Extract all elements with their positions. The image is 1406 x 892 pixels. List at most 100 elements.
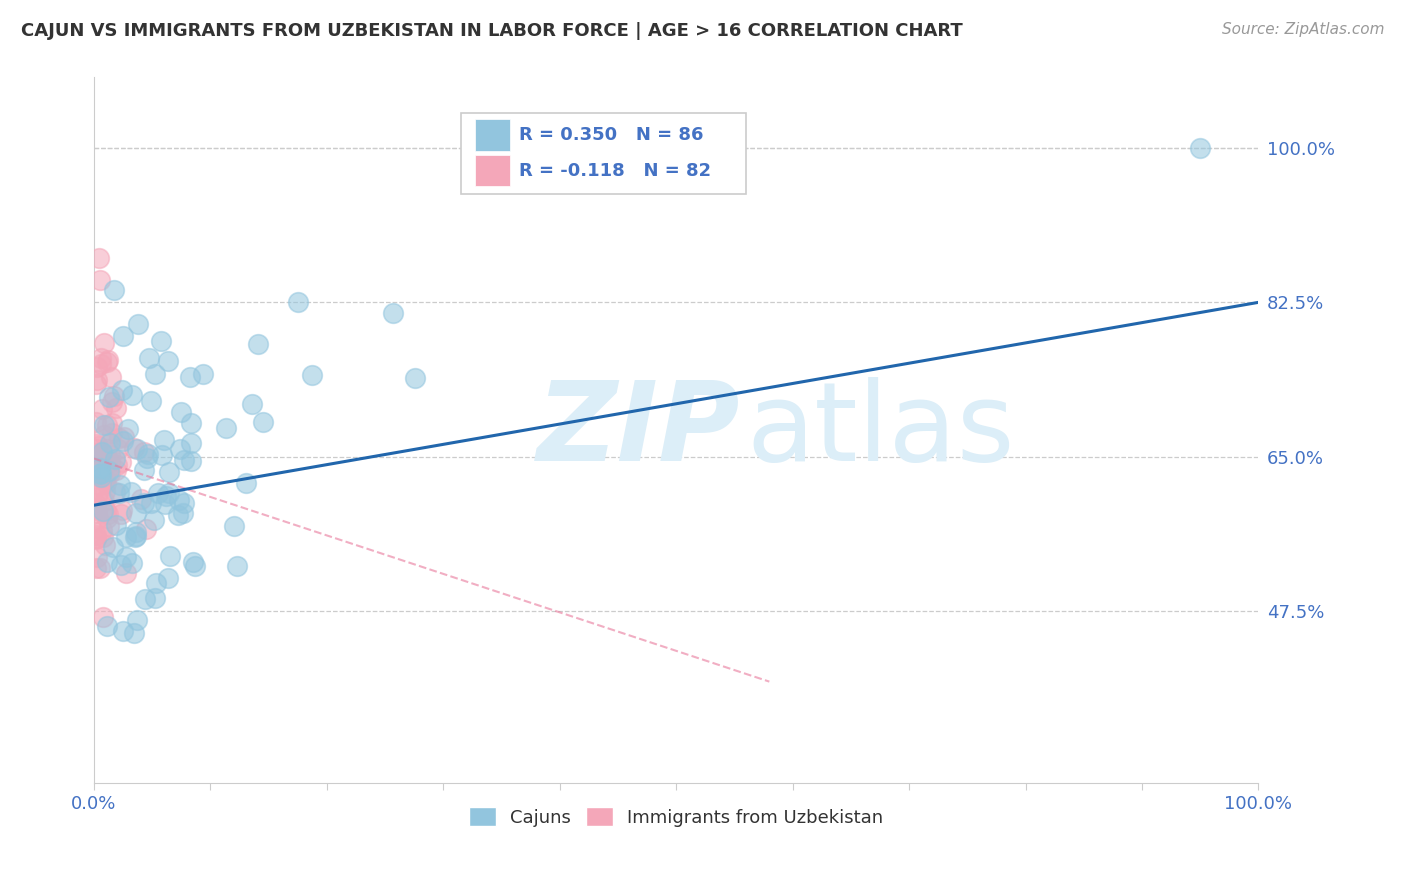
Point [110,478,132,492]
Point [104,518,127,533]
Point [143,591,166,605]
Point [86,360,108,375]
Point [167,492,190,507]
Point [112,430,135,444]
Point [172,506,194,520]
Point [86,462,108,476]
Point [96,355,118,369]
Point [111,383,134,397]
Point [86,446,108,460]
Point [149,334,172,348]
Point [103,389,125,403]
Point [89,469,111,483]
Point [98,436,121,450]
Point [180,417,202,431]
Point [246,337,269,351]
Point [143,367,166,381]
Point [111,329,134,343]
Point [84,533,107,547]
Point [136,447,159,461]
Point [179,370,201,384]
Text: ZIP: ZIP [537,376,740,483]
Point [111,434,134,449]
Point [97,390,120,404]
Text: atlas: atlas [747,376,1015,483]
Point [90,357,112,371]
Point [104,452,127,467]
Point [114,549,136,564]
Point [138,351,160,365]
Point [90,454,112,468]
Point [240,397,263,411]
Point [90,351,112,365]
Point [108,432,131,446]
Point [155,497,177,511]
Point [110,455,132,469]
Point [97,519,120,533]
Point [89,478,111,492]
Point [84,500,107,515]
Point [87,439,110,453]
Point [87,449,110,463]
Point [100,466,122,480]
Point [89,460,111,475]
Point [84,497,107,511]
Point [122,441,145,455]
Point [87,511,110,525]
Point [84,416,107,430]
Point [132,496,155,510]
Point [91,472,114,486]
Point [96,555,118,569]
Point [103,540,125,554]
Point [124,625,146,640]
Point [404,371,426,385]
Point [112,624,135,638]
Point [91,610,114,624]
Point [93,418,115,433]
Point [97,508,120,522]
Point [114,566,136,580]
FancyBboxPatch shape [475,120,509,151]
Point [125,442,148,456]
Point [97,462,120,476]
Point [124,525,146,540]
Point [91,530,114,544]
Point [110,507,132,521]
Point [98,448,121,462]
Point [252,415,274,429]
Point [94,483,117,498]
Point [125,529,148,543]
Point [94,538,117,552]
Point [84,561,107,575]
Point [84,377,107,392]
Point [84,456,107,470]
Point [97,352,120,367]
Text: R = 0.350   N = 86: R = 0.350 N = 86 [519,127,703,145]
Point [84,469,107,483]
Text: R = -0.118   N = 82: R = -0.118 N = 82 [519,161,711,179]
Point [127,317,149,331]
Point [96,442,118,456]
Point [135,450,157,465]
Point [215,421,238,435]
Point [156,571,179,585]
Point [84,502,107,516]
Point [155,489,177,503]
Point [103,283,125,297]
Point [132,463,155,477]
Point [84,446,107,460]
Point [93,336,115,351]
Point [157,466,180,480]
Point [226,558,249,573]
Point [180,435,202,450]
Point [96,511,118,525]
Point [87,486,110,500]
Point [90,523,112,537]
Point [157,486,180,500]
Point [124,531,146,545]
Text: Source: ZipAtlas.com: Source: ZipAtlas.com [1222,22,1385,37]
Point [235,475,257,490]
Point [84,531,107,545]
Point [1189,141,1212,155]
Point [125,506,148,520]
